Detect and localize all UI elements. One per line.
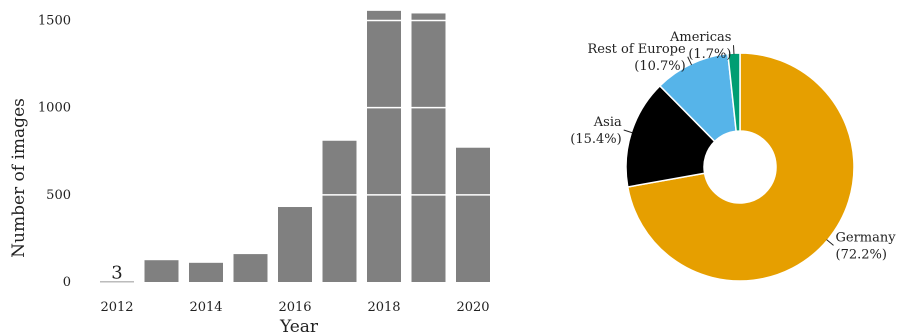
bar-gridlines (322, 19, 490, 196)
y-axis-label: Number of images (9, 98, 29, 258)
y-tick-label: 1000 (38, 101, 71, 116)
donut-slice-percentage: (15.4%) (570, 132, 621, 147)
bar-2019 (411, 13, 446, 283)
y-tick-label: 0 (63, 275, 71, 290)
bar-2017 (322, 140, 357, 282)
bar-data-labels: 3 (111, 262, 122, 283)
donut-slice-germany (626, 52, 855, 282)
bar-2014 (189, 262, 223, 282)
x-tick-label: 2018 (367, 300, 400, 315)
leader-line (623, 129, 633, 134)
bars (100, 10, 490, 283)
donut-slice-percentage: (72.2%) (836, 247, 887, 262)
leader-line (687, 56, 693, 66)
bar-2020 (456, 147, 490, 282)
donut-slice-label: Germany (836, 230, 897, 245)
x-tick-label: 2020 (456, 300, 489, 315)
leader-line (826, 239, 834, 246)
donut-slice-percentage: (1.7%) (688, 47, 731, 62)
y-tick-label: 500 (46, 188, 71, 203)
donut-slice-label: Rest of Europe (588, 42, 687, 57)
donut-slice-label: Asia (593, 115, 622, 130)
x-tick-labels: 2012 2014 2016 2018 2020 (100, 300, 489, 315)
donut-chart: Germany(72.2%)Asia(15.4%)Rest of Europe(… (570, 30, 896, 282)
x-tick-label: 2016 (278, 300, 311, 315)
bar-chart: 3 0 500 1000 1500 2012 2014 2016 2018 2020 Year… (9, 10, 490, 335)
donut-slices (625, 52, 855, 282)
donut-slice-asia (625, 84, 716, 188)
bar-2013 (144, 260, 179, 282)
bar-2015 (233, 254, 268, 282)
y-tick-label: 1500 (38, 13, 71, 28)
bar-data-label: 3 (111, 262, 122, 283)
bar-2018 (367, 10, 401, 283)
bar-2012 (100, 281, 134, 283)
donut-slice-percentage: (10.7%) (634, 59, 685, 74)
y-tick-labels: 0 500 1000 1500 (38, 13, 71, 290)
bar-2016 (278, 207, 312, 282)
donut-slice-label: Americas (669, 30, 731, 45)
x-tick-label: 2014 (189, 300, 222, 315)
x-axis-label: Year (279, 317, 319, 335)
x-tick-label: 2012 (100, 300, 133, 315)
donut-slice-americas (727, 52, 741, 133)
donut-labels: Germany(72.2%)Asia(15.4%)Rest of Europe(… (570, 30, 896, 262)
